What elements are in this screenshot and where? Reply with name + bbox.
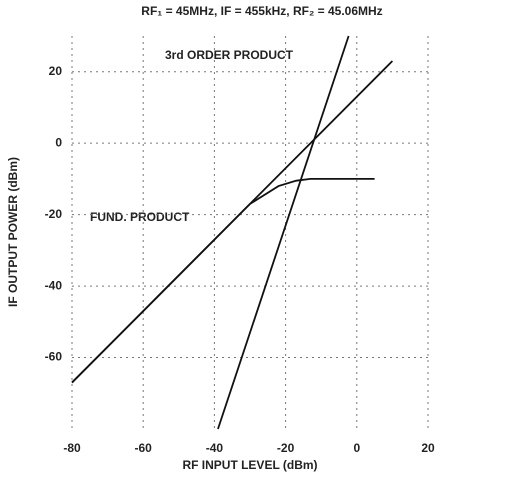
y-tick-label: 20 [49,64,63,78]
x-tick-label: 0 [353,441,360,455]
chart-title: RF₁ = 45MHz, IF = 455kHz, RF₂ = 45.06MHz [141,4,382,18]
y-tick-label: -20 [45,207,63,221]
x-tick-label: -20 [277,441,295,455]
x-tick-label: -80 [63,441,81,455]
x-tick-label: -40 [206,441,224,455]
line-series [71,178,375,384]
y-tick-label: -40 [45,278,63,292]
y-tick-label: -60 [45,350,63,364]
annotation: 3rd ORDER PRODUCT [165,48,294,62]
y-tick-label: 0 [55,135,62,149]
x-tick-label: -60 [135,441,153,455]
x-tick-label: 20 [421,441,435,455]
line-series [217,35,350,430]
annotation: FUND. PRODUCT [90,210,190,224]
x-axis-label: RF INPUT LEVEL (dBm) [182,458,317,472]
y-axis-label: IF OUTPUT POWER (dBm) [6,157,20,307]
